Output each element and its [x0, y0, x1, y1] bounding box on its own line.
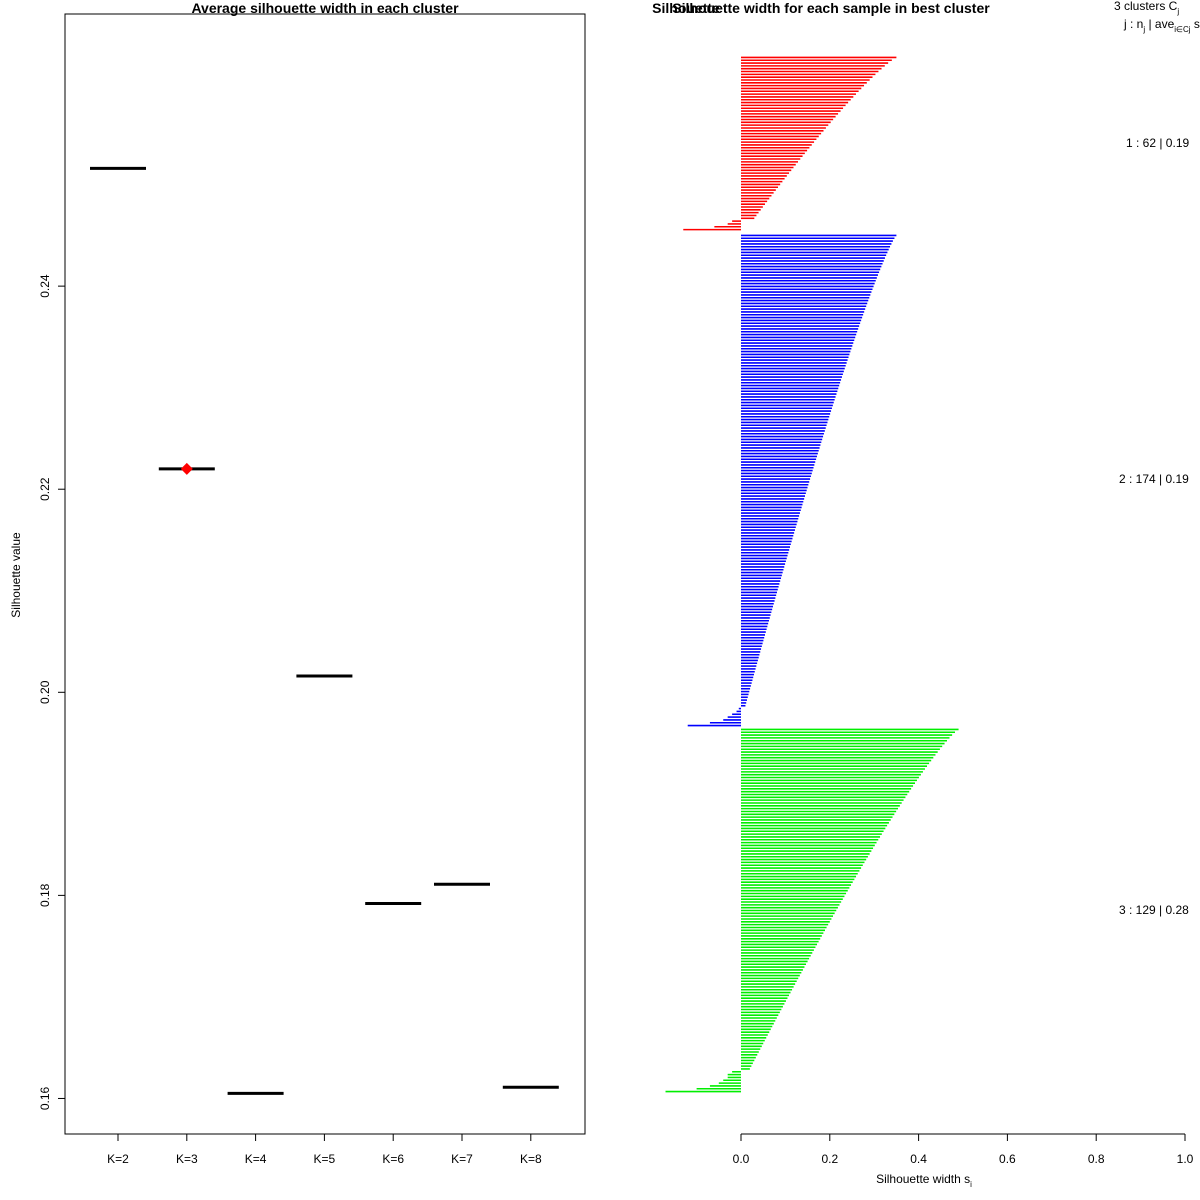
legend-sub-ave-sub: i∈Cj: [1174, 25, 1191, 34]
x-tick-label: K=5: [314, 1152, 336, 1166]
legend-header-sub: j: [1176, 7, 1179, 16]
left-y-axis-label: Silhouette value: [9, 532, 23, 618]
right-bars: [665, 56, 959, 1093]
right-x-axis-label: Silhouette width si: [876, 1172, 972, 1189]
legend-header: 3 clusters Cj: [1114, 0, 1179, 16]
left-panel: Average silhouette width in each cluster…: [9, 0, 586, 1166]
left-axes: K=2 K=3 K=4 K=5 K=6 K=7 K=8 0.16 0.18 0.20 0.22 0.2…: [38, 274, 542, 1166]
x-tick-label: K=4: [245, 1152, 267, 1166]
right-overlap-title: Silhouette: [652, 0, 720, 16]
y-tick-label: 0.20: [38, 680, 52, 704]
x-tick-label: K=6: [382, 1152, 404, 1166]
legend-sub-mid: | ave: [1145, 17, 1174, 31]
x-tick-label: 0.0: [733, 1152, 750, 1166]
x-tick-label: K=3: [176, 1152, 198, 1166]
x-tick-label: 0.6: [999, 1152, 1016, 1166]
legend-sub-j: j : n: [1123, 17, 1143, 31]
right-chart-title: Silhouette width for each sample in best…: [672, 0, 990, 16]
y-tick-label: 0.16: [38, 1086, 52, 1110]
x-tick-label: 0.8: [1088, 1152, 1105, 1166]
left-plot-frame: [64, 13, 586, 1135]
y-tick-label: 0.22: [38, 477, 52, 501]
x-tick-label: K=2: [107, 1152, 129, 1166]
legend-subheader: j : nj | avei∈Cj s: [1123, 17, 1200, 34]
right-panel: Silhouette Silhouette width for each sam…: [652, 0, 1200, 1189]
right-x-axis-label-text: Silhouette width s: [876, 1172, 970, 1186]
x-tick-label: K=8: [520, 1152, 542, 1166]
left-chart-title: Average silhouette width in each cluster: [191, 0, 459, 16]
x-tick-label: 1.0: [1177, 1152, 1194, 1166]
right-axes: 0.0 0.2 0.4 0.6 0.8 1.0: [733, 1133, 1194, 1166]
right-x-axis-label-sub: i: [970, 1180, 972, 1189]
x-tick-label: 0.2: [821, 1152, 838, 1166]
best-k-marker: [180, 462, 193, 475]
legend-row-1: 1 : 62 | 0.19: [1126, 136, 1189, 150]
x-tick-label: K=7: [451, 1152, 473, 1166]
y-tick-label: 0.24: [38, 274, 52, 298]
left-marks: [90, 166, 559, 1095]
legend-sub-n-sub: j: [1142, 25, 1145, 34]
y-tick-label: 0.18: [38, 883, 52, 907]
legend-sub-tail: s: [1191, 17, 1200, 31]
legend-header-text: 3 clusters C: [1114, 0, 1178, 13]
x-tick-label: 0.4: [910, 1152, 927, 1166]
legend-row-3: 3 : 129 | 0.28: [1119, 903, 1189, 917]
legend-row-2: 2 : 174 | 0.19: [1119, 472, 1189, 486]
